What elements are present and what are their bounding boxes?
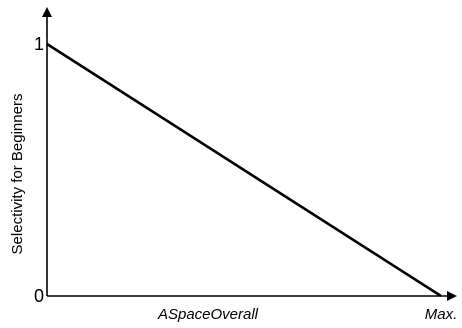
y-tick-label-1: 1 (34, 34, 44, 54)
x-axis-title: ASpaceOverall (157, 306, 259, 323)
y-axis-title: Selectivity for Beginners (9, 94, 26, 255)
x-tick-label-0: Max. (425, 306, 458, 323)
y-tick-label-0: 0 (34, 286, 44, 306)
series-layer (46, 42, 442, 298)
tick-layer: 0 1 Max. (34, 34, 457, 323)
series-line-0 (46, 42, 442, 298)
